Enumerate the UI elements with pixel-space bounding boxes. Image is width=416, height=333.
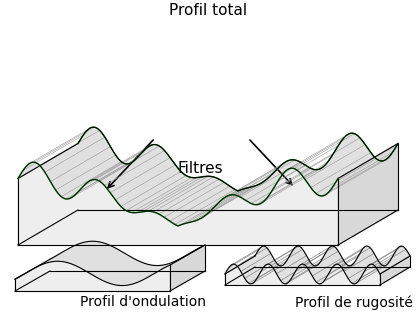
Text: Filtres: Filtres — [177, 161, 223, 176]
Polygon shape — [18, 162, 338, 245]
Polygon shape — [170, 245, 205, 291]
Text: Profil d'ondulation: Profil d'ondulation — [80, 295, 206, 309]
Polygon shape — [338, 144, 398, 245]
Polygon shape — [18, 127, 398, 226]
Polygon shape — [225, 264, 380, 285]
Polygon shape — [18, 235, 338, 245]
Text: Profil total: Profil total — [169, 3, 247, 18]
Text: Profil de rugosité: Profil de rugosité — [295, 295, 413, 309]
Polygon shape — [15, 241, 205, 286]
Polygon shape — [380, 256, 410, 285]
Polygon shape — [15, 261, 170, 291]
Polygon shape — [225, 246, 410, 284]
